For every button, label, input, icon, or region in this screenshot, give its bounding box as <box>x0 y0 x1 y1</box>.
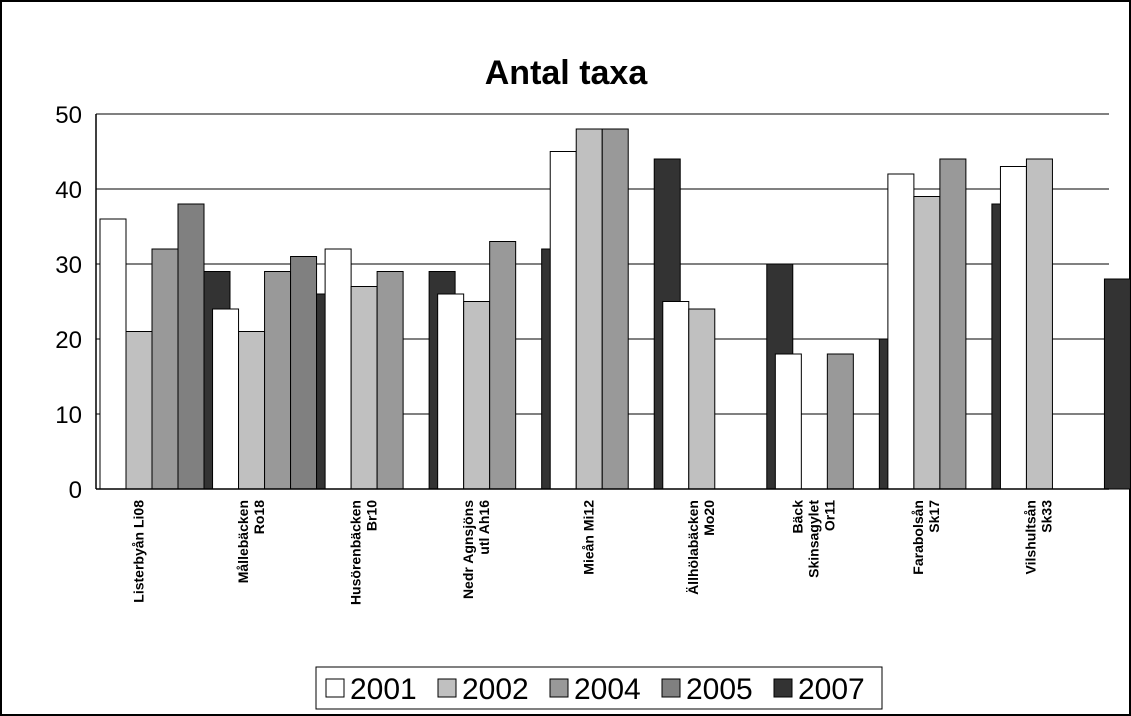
bar-2005-0 <box>177 203 205 490</box>
bar-2004-7 <box>939 158 967 490</box>
bar-2004-6 <box>826 353 854 490</box>
bar-2001-6 <box>774 353 802 490</box>
bar-2002-0 <box>125 331 153 490</box>
legend-label-2001: 2001 <box>350 673 417 706</box>
category-label-8-1: Sk33 <box>1039 500 1055 533</box>
category-label-8-0: Vilshultsån <box>1023 500 1039 574</box>
legend-swatch-2001 <box>325 678 345 698</box>
category-label-6-0: Bäck <box>790 500 806 534</box>
y-tick-label-30: 30 <box>55 252 82 279</box>
category-label-5-0: Ällhölabäcken <box>685 500 701 595</box>
legend-swatch-2005 <box>661 678 681 698</box>
legend-label-2007: 2007 <box>798 673 865 706</box>
legend-swatch-2002 <box>437 678 457 698</box>
y-tick-label-0: 0 <box>69 477 82 504</box>
category-label-1-0: Mållebäcken <box>235 500 251 583</box>
category-label-3-0: Nedr Agnsjöns <box>460 500 476 599</box>
axes <box>95 114 1109 490</box>
category-label-4-0: Mieån Mi12 <box>581 500 597 575</box>
category-label-6-2: Or11 <box>822 500 838 531</box>
bar-2001-1 <box>212 308 240 490</box>
bar-2002-8 <box>1025 158 1053 490</box>
y-tick-label-20: 20 <box>55 327 82 354</box>
category-label-7-1: Sk17 <box>926 500 942 533</box>
category-label-6-1: Skinsagylet <box>806 500 822 578</box>
category-label-7-0: Farabolsån <box>910 500 926 575</box>
bar-2001-0 <box>99 218 127 490</box>
legend-label-2005: 2005 <box>686 673 753 706</box>
category-labels: Listerbyån Li08 Mållebäcken Ro18 Husörenbäc… <box>130 500 1054 605</box>
legend-label-2002: 2002 <box>462 673 529 706</box>
category-label-5-1: Mo20 <box>701 500 717 536</box>
legend-swatch-2004 <box>549 678 569 698</box>
bar-2001-3 <box>437 293 465 490</box>
bar-2002-4 <box>575 128 603 490</box>
bar-2004-0 <box>151 248 179 490</box>
category-label-0-0: Listerbyån Li08 <box>130 500 146 603</box>
bar-2002-3 <box>463 301 491 490</box>
bars <box>99 128 1131 490</box>
bar-2004-4 <box>601 128 629 490</box>
bar-2007-8 <box>1103 278 1131 490</box>
bar-2001-2 <box>324 248 352 490</box>
category-label-2-0: Husörenbäcken <box>347 500 363 605</box>
y-tick-label-40: 40 <box>55 177 82 204</box>
legend-swatch-2007 <box>773 678 793 698</box>
y-tick-label-10: 10 <box>55 402 82 429</box>
bar-2005-1 <box>290 256 318 490</box>
bar-2002-7 <box>913 196 941 490</box>
y-tick-label-50: 50 <box>55 102 82 129</box>
bar-2001-8 <box>999 166 1027 490</box>
bar-2001-5 <box>662 301 690 490</box>
bar-2002-1 <box>238 331 266 490</box>
bar-2004-1 <box>264 271 292 490</box>
chart-title: Antal taxa <box>485 54 649 92</box>
category-label-2-1: Br10 <box>363 500 379 531</box>
category-label-3-1: utl Ah16 <box>476 500 492 555</box>
bar-2004-2 <box>376 271 404 490</box>
y-tick-labels: 0 10 20 30 40 50 <box>55 102 82 504</box>
bar-2001-4 <box>549 151 577 490</box>
bar-2002-2 <box>350 286 378 490</box>
bar-2001-7 <box>887 173 915 490</box>
category-label-1-1: Ro18 <box>251 500 267 534</box>
legend: 2001 2002 2004 2005 2007 <box>315 666 883 710</box>
bar-2002-5 <box>688 308 716 490</box>
bar-2004-3 <box>489 241 517 490</box>
legend-label-2004: 2004 <box>574 673 641 706</box>
